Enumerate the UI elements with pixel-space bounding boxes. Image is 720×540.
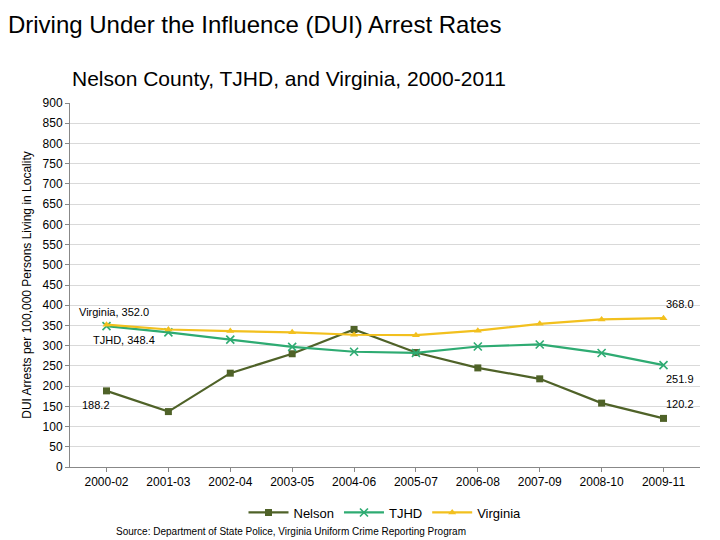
svg-text:50: 50 [49, 440, 63, 454]
svg-text:2009-11: 2009-11 [642, 475, 685, 489]
svg-text:2001-03: 2001-03 [146, 475, 190, 489]
svg-text:TJHD: TJHD [389, 506, 422, 521]
svg-text:750: 750 [43, 157, 63, 171]
svg-text:150: 150 [43, 400, 63, 414]
svg-text:Virginia, 352.0: Virginia, 352.0 [79, 306, 149, 318]
svg-text:DUI Arrests per 100,000 Person: DUI Arrests per 100,000 Persons Living i… [20, 151, 34, 418]
svg-text:0: 0 [56, 460, 63, 474]
svg-text:120.2: 120.2 [666, 398, 694, 410]
svg-text:450: 450 [43, 278, 63, 292]
svg-text:900: 900 [43, 96, 63, 110]
svg-text:800: 800 [43, 137, 63, 151]
svg-text:850: 850 [43, 116, 63, 130]
svg-text:2002-04: 2002-04 [208, 475, 252, 489]
svg-text:200: 200 [43, 379, 63, 393]
svg-text:550: 550 [43, 238, 63, 252]
svg-text:600: 600 [43, 218, 63, 232]
svg-text:500: 500 [43, 258, 63, 272]
svg-text:Nelson County, TJHD, and Virgi: Nelson County, TJHD, and Virginia, 2000-… [72, 67, 506, 90]
svg-text:2003-05: 2003-05 [270, 475, 314, 489]
svg-text:100: 100 [43, 420, 63, 434]
svg-text:400: 400 [43, 298, 63, 312]
svg-text:2008-10: 2008-10 [580, 475, 624, 489]
svg-text:368.0: 368.0 [666, 298, 694, 310]
svg-text:2005-07: 2005-07 [394, 475, 438, 489]
svg-text:Nelson: Nelson [294, 506, 334, 521]
svg-text:188.2: 188.2 [82, 399, 110, 411]
svg-text:300: 300 [43, 339, 63, 353]
svg-text:2004-06: 2004-06 [332, 475, 376, 489]
svg-text:2006-08: 2006-08 [456, 475, 500, 489]
svg-text:2007-09: 2007-09 [518, 475, 562, 489]
svg-text:TJHD, 348.4: TJHD, 348.4 [93, 334, 155, 346]
svg-text:350: 350 [43, 319, 63, 333]
svg-text:251.9: 251.9 [666, 373, 694, 385]
svg-text:Virginia: Virginia [477, 506, 521, 521]
svg-text:650: 650 [43, 197, 63, 211]
svg-text:2000-02: 2000-02 [84, 475, 128, 489]
svg-text:Driving Under the Influence (D: Driving Under the Influence (DUI) Arrest… [8, 11, 502, 38]
svg-text:250: 250 [43, 359, 63, 373]
svg-text:Source: Department of State Po: Source: Department of State Police, Virg… [116, 526, 466, 537]
svg-text:700: 700 [43, 177, 63, 191]
